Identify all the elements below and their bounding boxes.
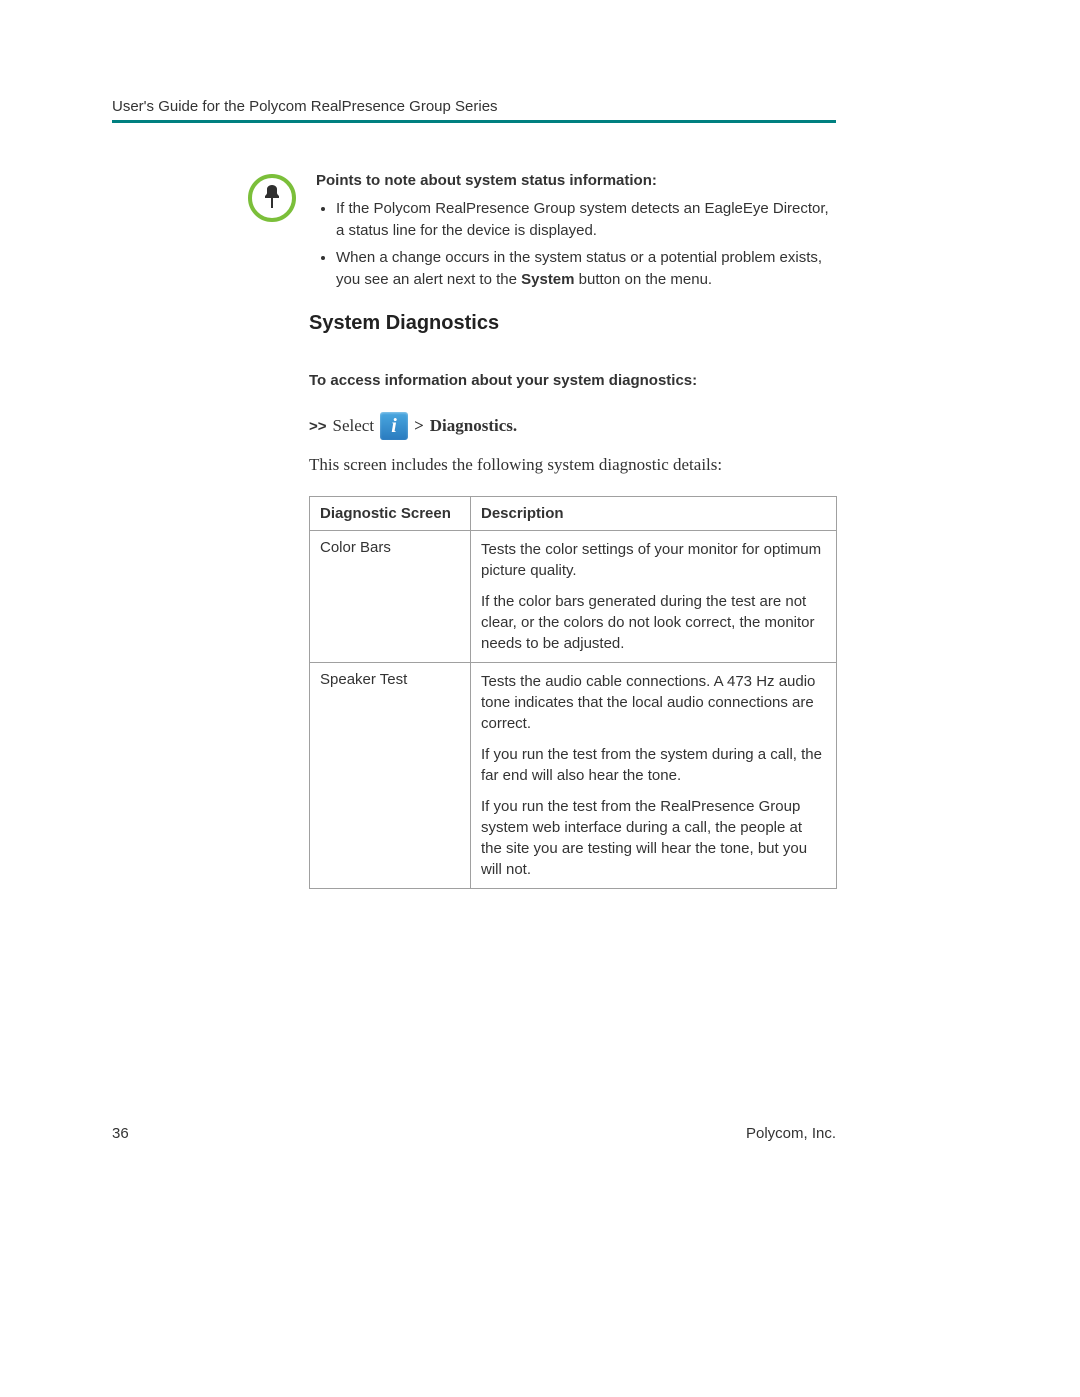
row0-p1: If the color bars generated during the t… — [481, 591, 826, 654]
intro-line: This screen includes the following syste… — [309, 455, 722, 475]
row0-p0: Tests the color settings of your monitor… — [481, 539, 826, 581]
header-rule — [112, 120, 836, 123]
row1-desc: Tests the audio cable connections. A 473… — [471, 663, 837, 889]
row0-screen: Color Bars — [310, 531, 471, 663]
notes-item-0-text: If the Polycom RealPresence Group system… — [336, 200, 829, 239]
step-select: Select — [333, 416, 375, 436]
notes-heading: Points to note about system status infor… — [316, 170, 836, 192]
table-row: Color Bars Tests the color settings of y… — [310, 531, 837, 663]
table-header-0: Diagnostic Screen — [310, 497, 471, 531]
table-row: Speaker Test Tests the audio cable conne… — [310, 663, 837, 889]
row1-screen: Speaker Test — [310, 663, 471, 889]
pushpin-icon — [248, 174, 296, 222]
section-heading: System Diagnostics — [309, 312, 499, 335]
notes-item-1-bold: System — [521, 271, 574, 288]
notes-list: If the Polycom RealPresence Group system… — [316, 198, 836, 291]
notes-item-1-suffix: button on the menu. — [575, 271, 713, 288]
step-diagnostics: Diagnostics. — [430, 416, 517, 436]
diagnostics-table: Diagnostic Screen Description Color Bars… — [309, 496, 837, 889]
row1-p1: If you run the test from the system duri… — [481, 744, 826, 786]
row0-desc: Tests the color settings of your monitor… — [471, 531, 837, 663]
page: User's Guide for the Polycom RealPresenc… — [0, 0, 1080, 1397]
step-line: >> Select i > Diagnostics. — [309, 412, 517, 440]
step-gt: > — [414, 416, 424, 436]
footer-page-number: 36 — [112, 1125, 129, 1142]
row1-p2: If you run the test from the RealPresenc… — [481, 796, 826, 880]
notes-item-0: If the Polycom RealPresence Group system… — [336, 198, 836, 242]
notes-item-1: When a change occurs in the system statu… — [336, 247, 836, 291]
footer-company: Polycom, Inc. — [746, 1125, 836, 1142]
notes-block: Points to note about system status infor… — [316, 170, 836, 297]
table-header-1: Description — [471, 497, 837, 531]
step-arrows: >> — [309, 418, 327, 435]
table-header-row: Diagnostic Screen Description — [310, 497, 837, 531]
info-icon: i — [380, 412, 408, 440]
row1-p0: Tests the audio cable connections. A 473… — [481, 671, 826, 734]
header-title: User's Guide for the Polycom RealPresenc… — [112, 98, 498, 115]
sub-heading: To access information about your system … — [309, 372, 697, 389]
